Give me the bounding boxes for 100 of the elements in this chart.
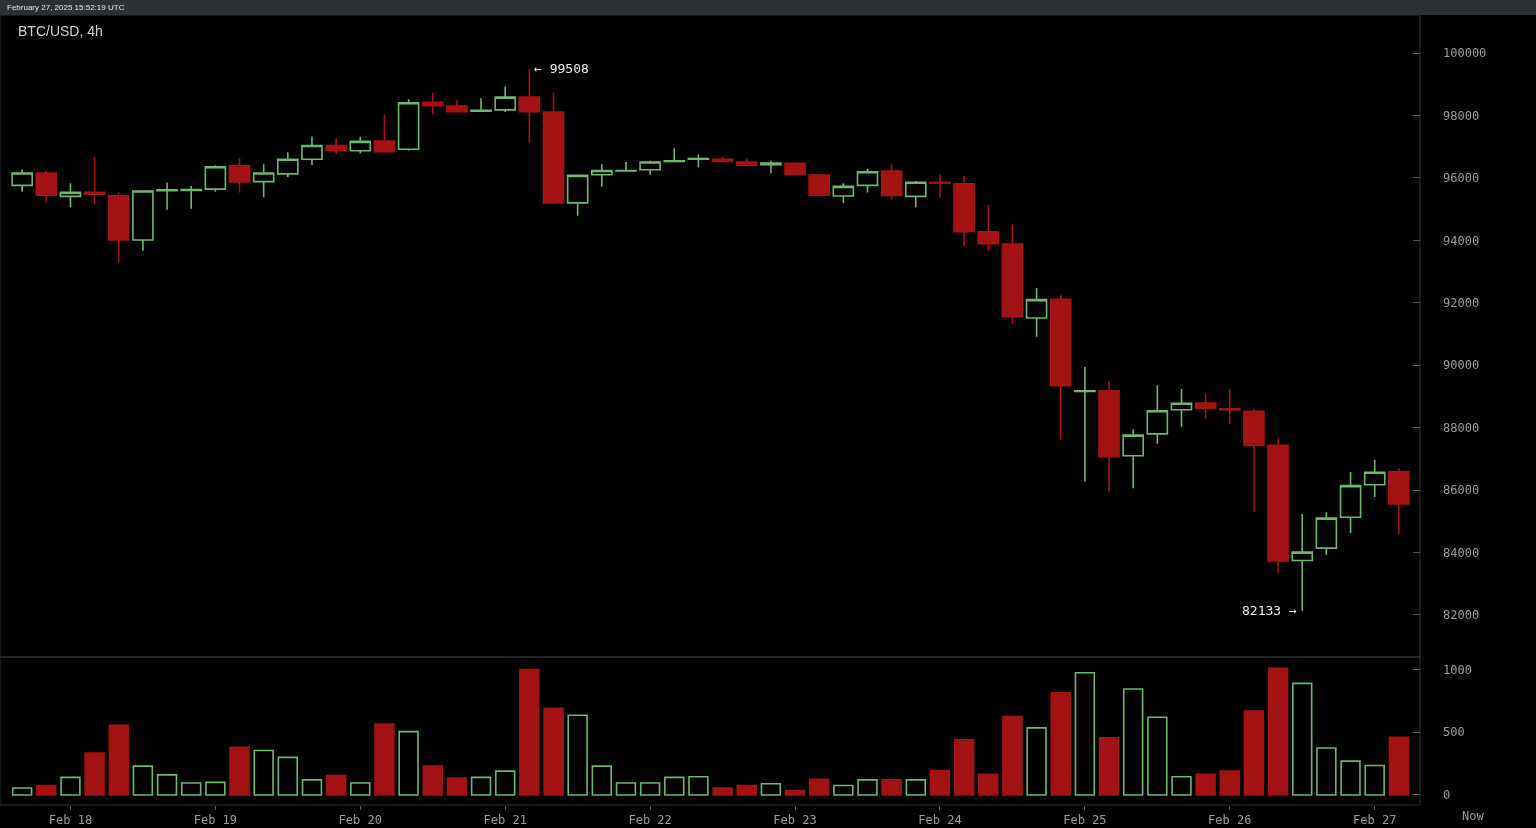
candlestick (107, 191, 130, 263)
candlestick (373, 114, 396, 154)
bar (1171, 775, 1192, 796)
candlestick (542, 91, 565, 205)
bar (519, 668, 540, 796)
bar (615, 782, 637, 796)
candlestick (735, 157, 758, 167)
candlestick (204, 164, 227, 193)
candlestick (1291, 513, 1314, 612)
bar (664, 776, 685, 796)
y-tick-label: 92000 (1443, 295, 1480, 310)
bar (736, 784, 757, 796)
bar (1195, 773, 1216, 796)
bar (1316, 747, 1337, 796)
x-tick-label: Feb 22 (628, 813, 672, 828)
bar (374, 723, 395, 796)
bar (494, 770, 516, 796)
candlestick (977, 204, 1000, 252)
bar (1026, 727, 1047, 796)
bar (350, 782, 371, 796)
candlestick (180, 185, 203, 210)
bar (833, 784, 854, 796)
x-tick-label: Feb 19 (193, 813, 238, 828)
candlestick (1122, 428, 1145, 489)
y-tick-label: 86000 (1443, 483, 1480, 498)
candlestick (904, 180, 927, 209)
candlestick (615, 161, 637, 173)
bar (760, 782, 782, 796)
y-tick-label: 1000 (1443, 662, 1472, 677)
x-tick-label: Feb 23 (773, 813, 817, 828)
bar (1388, 736, 1410, 796)
candlestick (1025, 287, 1048, 338)
bar (857, 779, 878, 796)
x-tick-label: Feb 20 (338, 813, 382, 828)
annotation: ← 99508 (534, 61, 589, 76)
bar (1340, 760, 1361, 796)
candlestick (301, 135, 323, 166)
candlestick (1339, 471, 1362, 534)
bar (784, 789, 806, 796)
candlestick (784, 162, 806, 176)
text: Now (1462, 809, 1485, 823)
bar (953, 738, 975, 796)
candlestick (1218, 388, 1241, 425)
bar (1002, 715, 1023, 796)
bar (881, 779, 902, 796)
candlestick (1074, 366, 1096, 483)
bar (398, 730, 419, 796)
text: February 27, 2025 15:52:19 UTC (7, 3, 125, 12)
candlestick (1001, 223, 1024, 326)
bar (1147, 716, 1168, 796)
y-tick-label: 82000 (1443, 608, 1480, 623)
candlestick (132, 190, 154, 252)
candlestick (83, 155, 106, 206)
candlestick (1146, 384, 1169, 445)
candlestick (1315, 511, 1338, 556)
bar (591, 765, 613, 796)
bar (567, 714, 588, 796)
candlestick (663, 147, 686, 163)
bar (1219, 770, 1241, 796)
candlestick (446, 99, 468, 113)
bar (132, 765, 154, 796)
candlestick (808, 173, 831, 197)
candlestick (1267, 437, 1289, 574)
bar (277, 756, 299, 796)
bar (301, 779, 323, 796)
bar (808, 778, 830, 796)
bar (688, 775, 709, 796)
bar (60, 776, 81, 796)
bar (978, 773, 999, 796)
x-tick-label: Feb 26 (1208, 813, 1252, 828)
candlestick (494, 85, 517, 113)
y-tick-label: 98000 (1443, 108, 1480, 123)
bar (446, 777, 468, 796)
bar (712, 787, 733, 796)
y-tick-label: 94000 (1443, 233, 1480, 248)
bar (905, 779, 927, 796)
candlestick (325, 137, 347, 155)
candlestick (349, 135, 372, 155)
bar (929, 769, 951, 796)
candlestick (639, 159, 661, 176)
y-tick-label: 96000 (1443, 171, 1480, 186)
x-tick-label: Feb 18 (48, 813, 93, 828)
x-tick-label: Feb 25 (1063, 813, 1107, 828)
candlestick (35, 169, 58, 203)
y-tick-label: 84000 (1443, 545, 1480, 560)
bar (1074, 671, 1096, 796)
candlestick (929, 173, 951, 199)
bar (543, 707, 564, 796)
candlestick (156, 181, 178, 211)
candlestick (832, 182, 855, 204)
bar (156, 774, 178, 796)
candlestick (760, 160, 782, 175)
bar (108, 724, 129, 796)
candlestick (566, 174, 589, 217)
candlestick (421, 91, 444, 116)
candlestick (518, 67, 541, 144)
candlestick (11, 168, 33, 193)
x-tick-label: Feb 27 (1353, 813, 1397, 828)
candlestick (590, 163, 613, 188)
bar (1364, 764, 1385, 796)
